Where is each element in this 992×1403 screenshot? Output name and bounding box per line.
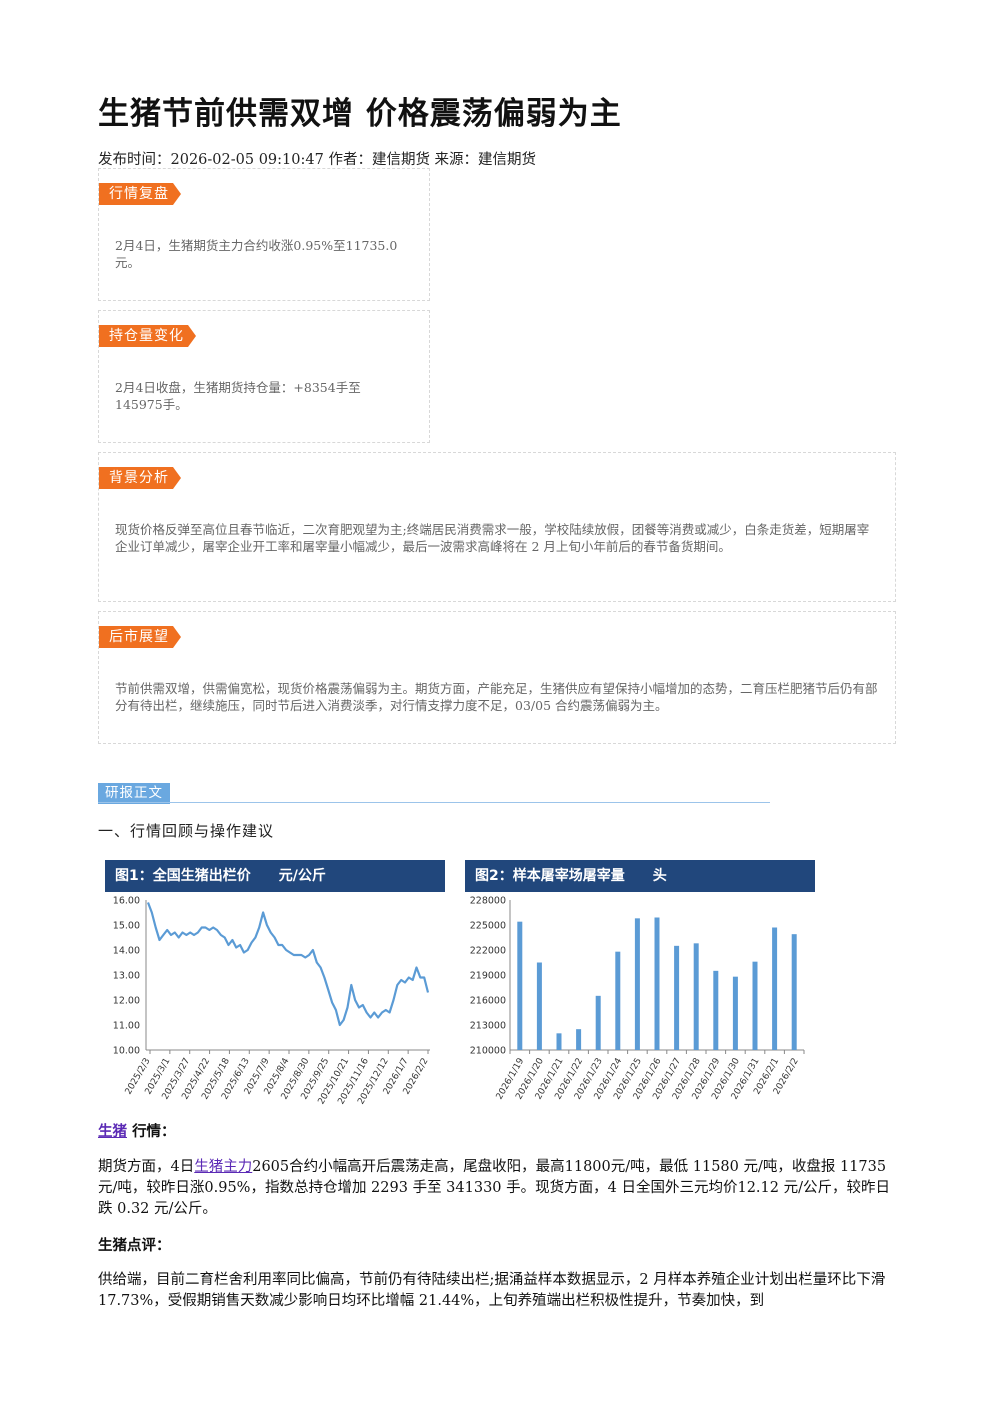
- chart2-bar: [693, 943, 699, 1050]
- outlook-text: 节前供需双增，供需偏宽松，现货价格震荡偏弱为主。期货方面，产能充足，生猪供应有望…: [115, 681, 878, 713]
- chart2-bar: [713, 970, 719, 1050]
- chart2-bar: [556, 1033, 562, 1050]
- open-interest-tag: 持仓量变化: [99, 325, 196, 347]
- chart2-y-tick-label: 216000: [470, 996, 506, 1007]
- chart1-y-tick-label: 11.00: [113, 1021, 140, 1032]
- section-heading: 一、行情回顾与操作建议: [98, 822, 275, 840]
- chart1-line-chart: 10.0011.0012.0013.0014.0015.0016.002025/…: [113, 896, 431, 1107]
- chart2-y-tick-label: 213000: [470, 1021, 506, 1032]
- chart2-bar: [615, 951, 621, 1050]
- market-heading: 生猪 行情：: [98, 1122, 893, 1143]
- article-meta: 发布时间：2026-02-05 09:10:47 作者：建信期货 来源：建信期货: [98, 152, 537, 168]
- market-link[interactable]: 生猪: [98, 1124, 127, 1140]
- market-heading-suffix: 行情：: [132, 1124, 176, 1140]
- background-text: 现货价格反弹至高位且春节临近，二次育肥观望为主;终端居民消费需求一般，学校陆续放…: [115, 522, 870, 554]
- chart1-y-tick-label: 12.00: [113, 996, 140, 1007]
- chart2-bar: [576, 1029, 582, 1050]
- futures-rest: 2605合约小幅高开后震荡走高，尾盘收阳，最高11800元/吨，最低 11580…: [98, 1159, 890, 1217]
- open-interest-text: 2月4日收盘，生猪期货持仓量：+8354手至145975手。: [115, 380, 361, 412]
- chart2-y-tick-label: 219000: [470, 971, 506, 982]
- chart2-bar: [752, 961, 758, 1050]
- background-box: 背景分析 现货价格反弹至高位且春节临近，二次育肥观望为主;终端居民消费需求一般，…: [98, 452, 896, 602]
- chart2-y-tick-label: 228000: [470, 896, 506, 907]
- chart1-y-tick-label: 14.00: [113, 946, 140, 957]
- chart2-bar: [595, 995, 601, 1050]
- market-review-tag: 行情复盘: [99, 183, 181, 205]
- chart1-y-tick-label: 10.00: [113, 1046, 140, 1057]
- chart2-y-tick-label: 210000: [470, 1046, 506, 1057]
- chart2-title: 图2：样本屠宰场屠宰量 头: [465, 860, 815, 892]
- chart2-bar: [674, 945, 680, 1050]
- futures-prefix: 期货方面，4日: [98, 1159, 195, 1175]
- chart2-bar: [654, 917, 660, 1050]
- background-tag: 背景分析: [99, 467, 181, 489]
- futures-paragraph: 期货方面，4日生猪主力2605合约小幅高开后震荡走高，尾盘收阳，最高11800元…: [98, 1157, 893, 1220]
- chart2-bar: [732, 976, 738, 1050]
- chart1-y-tick-label: 15.00: [113, 921, 140, 932]
- chart1-series-line: [146, 902, 430, 1027]
- report-body-divider: [98, 802, 770, 803]
- comment-heading: 生猪点评：: [98, 1238, 171, 1254]
- open-interest-box: 持仓量变化 2月4日收盘，生猪期货持仓量：+8354手至145975手。: [98, 310, 430, 443]
- chart2-bar: [536, 962, 542, 1050]
- article-title: 生猪节前供需双增 价格震荡偏弱为主: [98, 96, 622, 132]
- chart1-y-tick-label: 16.00: [113, 896, 140, 907]
- outlook-tag: 后市展望: [99, 626, 181, 648]
- chart2-bar: [791, 934, 797, 1050]
- chart2-bar: [772, 927, 778, 1050]
- comment-paragraph: 供给端，目前二育栏舍利用率同比偏高，节前仍有待陆续出栏;据涌益样本数据显示，2 …: [98, 1272, 886, 1309]
- chart1-title: 图1：全国生猪出栏价 元/公斤: [105, 860, 445, 892]
- chart2-y-tick-label: 222000: [470, 946, 506, 957]
- market-review-text: 2月4日，生猪期货主力合约收涨0.95%至11735.0元。: [115, 238, 398, 270]
- chart2-bar-chart: 210000 213000 216000 219000 222000 225000 2280…: [470, 896, 805, 1101]
- futures-link[interactable]: 生猪主力: [194, 1159, 253, 1175]
- chart1-y-tick-label: 13.00: [113, 971, 140, 982]
- market-review-box: 行情复盘 2月4日，生猪期货主力合约收涨0.95%至11735.0元。: [98, 168, 430, 301]
- report-body-tag: 研报正文: [98, 783, 170, 804]
- chart2-bar: [517, 921, 523, 1050]
- chart2-bar: [634, 918, 640, 1050]
- chart2-y-tick-label: 225000: [470, 921, 506, 932]
- outlook-box: 后市展望 节前供需双增，供需偏宽松，现货价格震荡偏弱为主。期货方面，产能充足，生…: [98, 611, 896, 744]
